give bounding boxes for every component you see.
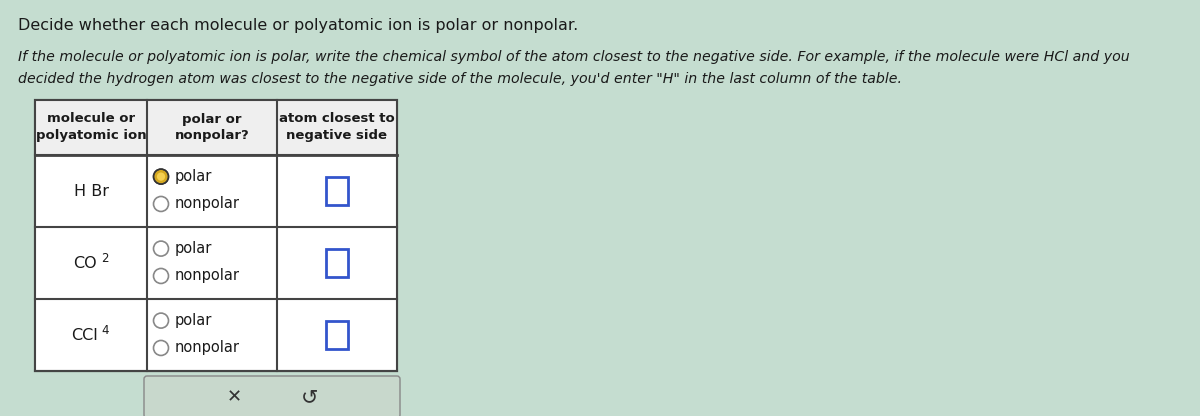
Circle shape (157, 173, 166, 181)
Text: decided the hydrogen atom was closest to the negative side of the molecule, you': decided the hydrogen atom was closest to… (18, 72, 902, 86)
Bar (326, 177, 348, 205)
Text: nonpolar: nonpolar (175, 268, 240, 283)
Circle shape (154, 196, 168, 211)
Bar (326, 321, 348, 349)
Bar (35, 100, 397, 371)
Bar (35, 227, 397, 299)
Text: molecule or
polyatomic ion: molecule or polyatomic ion (36, 112, 146, 143)
Text: ✕: ✕ (227, 388, 242, 406)
Text: polar: polar (175, 313, 212, 328)
Bar (35, 299, 397, 371)
Circle shape (154, 340, 168, 355)
Bar (35, 155, 397, 227)
FancyBboxPatch shape (144, 376, 400, 416)
Circle shape (154, 268, 168, 283)
Bar (326, 249, 348, 277)
Text: 2: 2 (101, 252, 109, 265)
Text: If the molecule or polyatomic ion is polar, write the chemical symbol of the ato: If the molecule or polyatomic ion is pol… (18, 50, 1129, 64)
Text: ↺: ↺ (301, 387, 318, 407)
Text: 4: 4 (101, 324, 109, 337)
Text: Decide whether each molecule or polyatomic ion is polar or nonpolar.: Decide whether each molecule or polyatom… (18, 18, 578, 33)
Bar (35, 100, 397, 371)
Bar (35, 100, 397, 155)
Text: CO: CO (73, 255, 97, 270)
Text: atom closest to
negative side: atom closest to negative side (280, 112, 395, 143)
Text: polar: polar (175, 169, 212, 184)
Circle shape (154, 313, 168, 328)
Text: polar: polar (175, 241, 212, 256)
Circle shape (154, 241, 168, 256)
Text: polar or
nonpolar?: polar or nonpolar? (175, 112, 250, 143)
Text: nonpolar: nonpolar (175, 340, 240, 355)
Circle shape (154, 169, 168, 184)
Text: H Br: H Br (73, 183, 108, 198)
Text: nonpolar: nonpolar (175, 196, 240, 211)
Text: CCl: CCl (72, 327, 98, 342)
